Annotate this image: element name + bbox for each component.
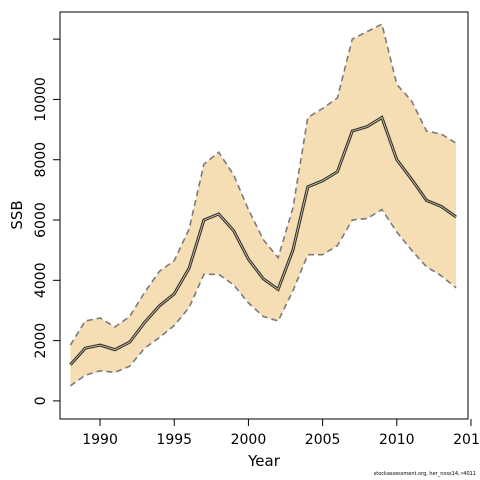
x-axis: 1990 1995 2000 2005 2010 2015 xyxy=(82,419,480,448)
x-tick-label: 2000 xyxy=(231,432,267,448)
y-tick-label: 0 xyxy=(33,396,49,405)
x-tick-label: 1990 xyxy=(82,432,118,448)
y-tick-label: 8000 xyxy=(33,142,49,178)
y-tick-label: 2000 xyxy=(33,323,49,359)
y-tick-label: 4000 xyxy=(33,262,49,298)
x-tick-label: 2010 xyxy=(379,432,415,448)
footnote: stockassessment.org, her_noss14, r4011 xyxy=(373,471,476,477)
y-axis: 0 2000 4000 6000 8000 10000 xyxy=(33,38,60,405)
x-tick-label: 2005 xyxy=(305,432,341,448)
x-tick-label: 2015 xyxy=(453,432,480,448)
x-tick-label: 1995 xyxy=(156,432,192,448)
upper-bound-line xyxy=(69,22,457,346)
x-axis-title: Year xyxy=(247,452,281,470)
y-tick-label: 10000 xyxy=(33,77,49,122)
y-axis-title: SSB xyxy=(8,200,26,229)
confidence-band xyxy=(70,24,457,386)
y-tick-label: 6000 xyxy=(33,202,49,238)
plot-area xyxy=(59,11,469,420)
plot-frame xyxy=(59,11,469,420)
lower-bound-line xyxy=(69,208,457,387)
